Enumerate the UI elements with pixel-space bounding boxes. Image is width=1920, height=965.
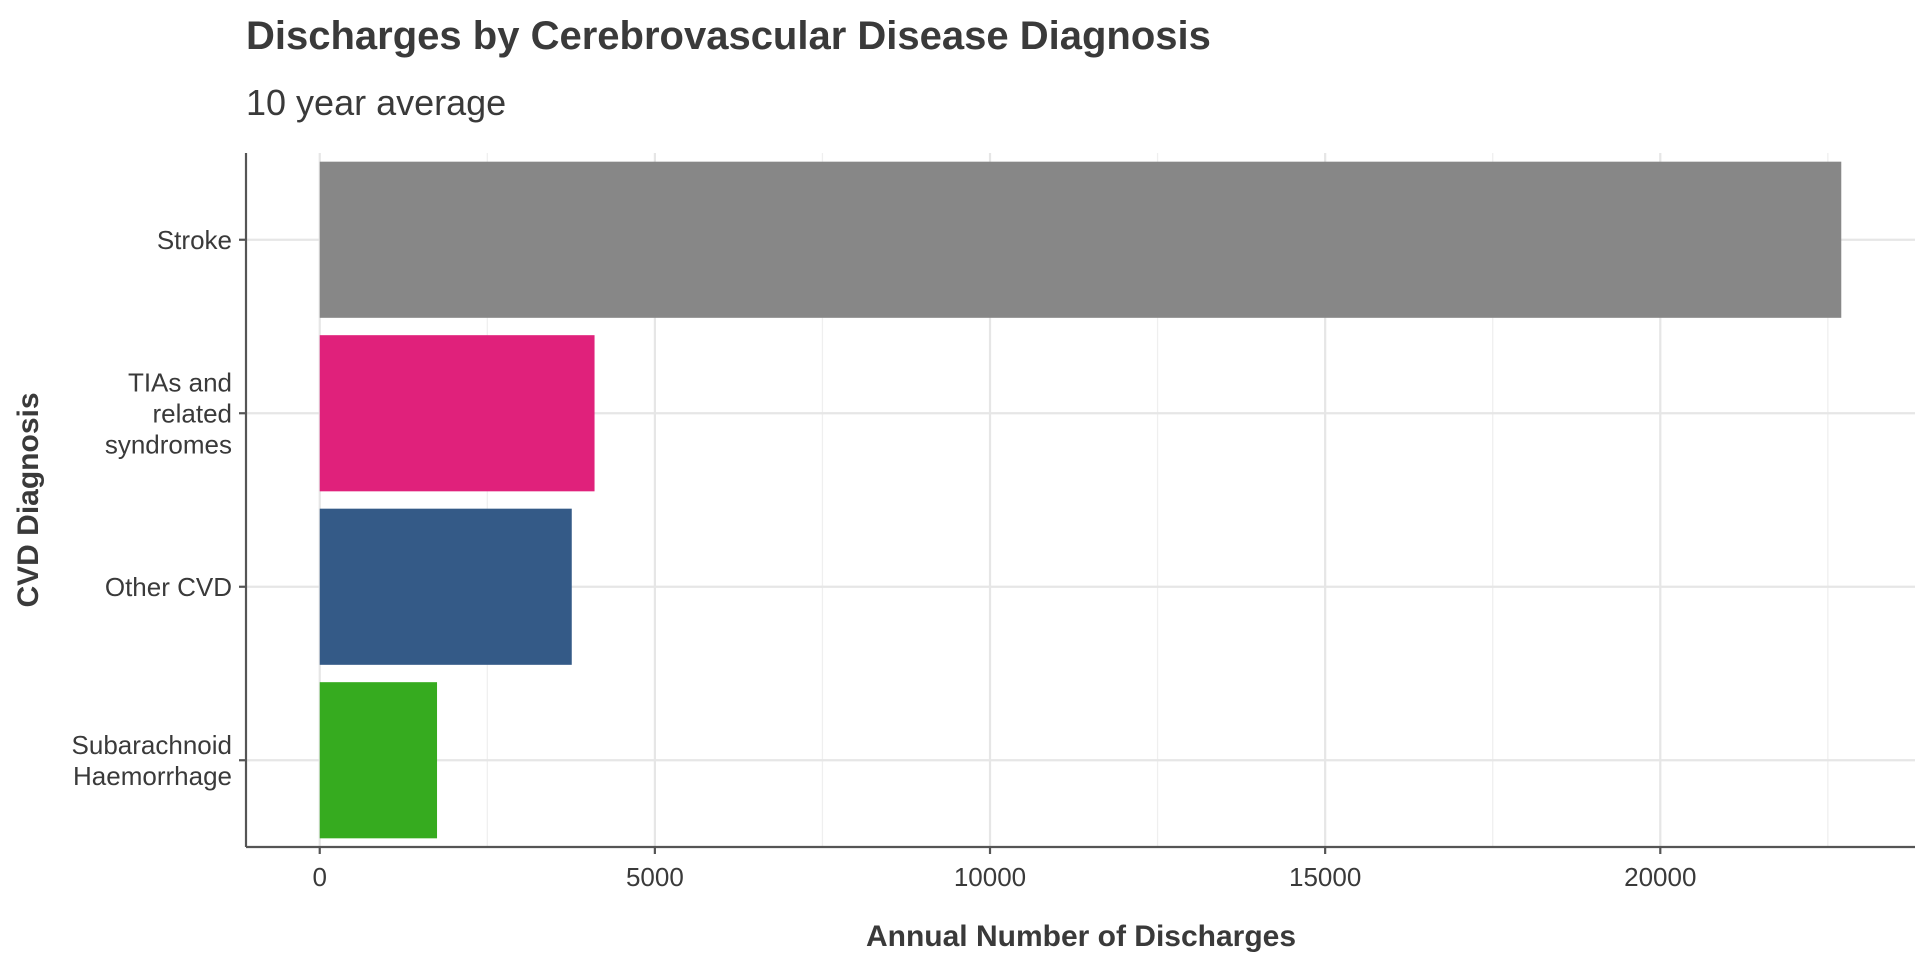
x-tick-label: 10000 bbox=[954, 862, 1026, 892]
y-tick-label: TIAs and related syndromes bbox=[105, 367, 232, 459]
bar bbox=[319, 335, 595, 492]
bar bbox=[319, 682, 438, 839]
y-axis-title: CVD Diagnosis bbox=[12, 392, 45, 607]
axes bbox=[239, 153, 1915, 854]
y-tick-label: Other CVD bbox=[105, 572, 232, 602]
x-tick-label: 5000 bbox=[626, 862, 684, 892]
chart-subtitle: 10 year average bbox=[246, 82, 506, 123]
x-tick-labels: 0 5000 10000 15000 20000 bbox=[312, 862, 1696, 892]
bar bbox=[319, 161, 1842, 318]
y-tick-label: Subarachnoid Haemorrhage bbox=[72, 730, 232, 791]
x-axis-title: Annual Number of Discharges bbox=[866, 920, 1296, 953]
x-tick-label: 20000 bbox=[1624, 862, 1696, 892]
chart-title: Discharges by Cerebrovascular Disease Di… bbox=[246, 14, 1211, 58]
y-tick-labels: Stroke TIAs and related syndromes Other CVD S… bbox=[72, 225, 232, 791]
bars bbox=[319, 161, 1842, 839]
x-tick-label: 0 bbox=[312, 862, 326, 892]
x-tick-label: 15000 bbox=[1289, 862, 1361, 892]
bar bbox=[319, 508, 572, 665]
y-tick-label: Stroke bbox=[157, 225, 232, 255]
